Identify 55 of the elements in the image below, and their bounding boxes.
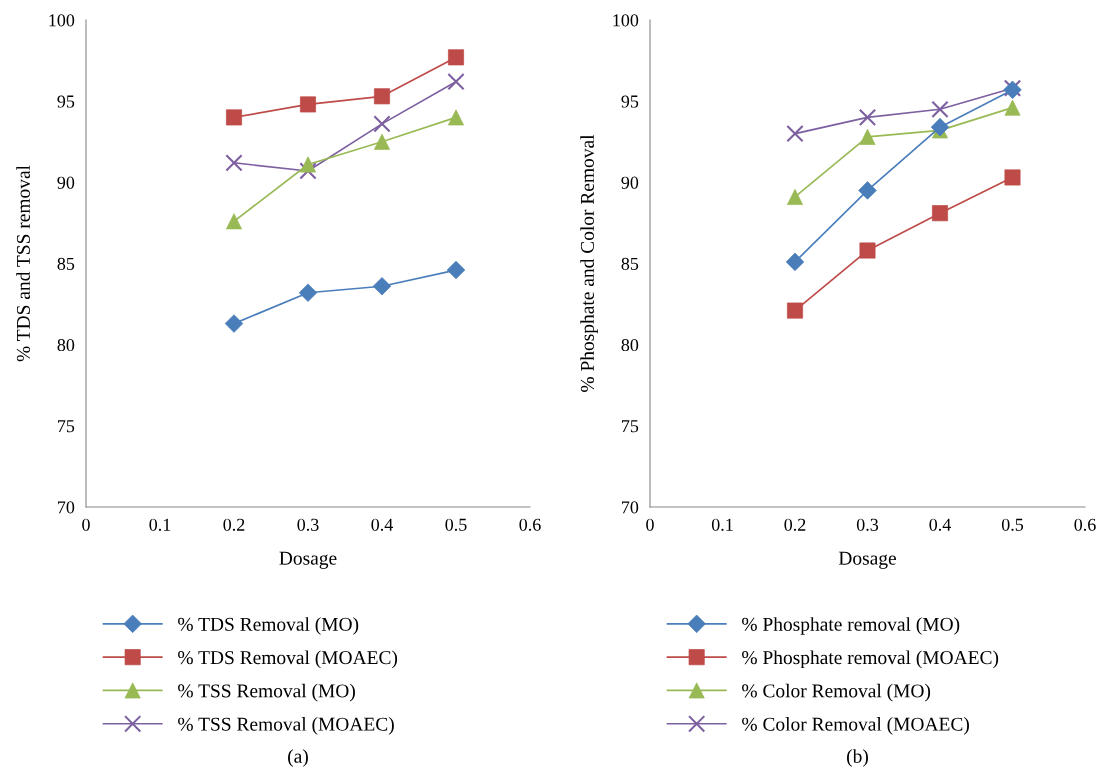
x-tick-label: 0.5	[445, 518, 467, 531]
y-tick-label: 95	[57, 95, 75, 108]
legend-label: % TDS Removal (MOAEC)	[178, 650, 398, 669]
x-tick-label: 0.2	[223, 518, 245, 531]
y-tick-label: 85	[57, 257, 75, 270]
y-tick-label: 85	[621, 257, 639, 270]
legend-label: % Phosphate removal (MO)	[742, 617, 960, 635]
x-tick-label: 0.1	[149, 518, 171, 531]
x-tick-label: 0.1	[711, 518, 733, 531]
text: (b)	[847, 749, 868, 767]
y-tick-label: 90	[621, 176, 639, 189]
point	[225, 154, 243, 172]
x-axis-title: Dosage	[838, 551, 896, 569]
x-tick-label: 0.2	[784, 518, 806, 531]
point	[298, 283, 318, 302]
point	[372, 277, 392, 296]
x-tick-label: 0.6	[1074, 518, 1096, 531]
point	[373, 115, 391, 133]
legend-label: % TSS Removal (MO)	[178, 683, 355, 702]
y-tick-label: 75	[58, 420, 75, 433]
legend-label: % Color Removal (MOAEC)	[742, 717, 969, 735]
point	[786, 124, 804, 143]
y-tick-label: 100	[49, 14, 75, 27]
x-tick-label: 0.4	[371, 518, 393, 531]
point	[859, 128, 876, 145]
y-tick-label: 70	[58, 501, 75, 514]
y-tick-label: 95	[621, 95, 639, 108]
x-axis-title: Dosage	[279, 551, 337, 569]
point	[447, 73, 465, 91]
x-tick-label: 0.3	[856, 518, 879, 531]
y-tick-label: 100	[613, 14, 639, 27]
legend-label: % TSS Removal (MOAEC)	[178, 717, 394, 735]
point	[931, 100, 949, 118]
x-tick-label: 0.5	[1001, 518, 1024, 531]
point	[224, 314, 244, 333]
point	[300, 96, 316, 113]
point	[448, 49, 464, 66]
legend-label: % Phosphate removal (MOAEC)	[742, 650, 999, 669]
y-tick-label: 80	[621, 338, 639, 352]
y-tick-label: 80	[57, 338, 75, 352]
point	[299, 162, 317, 180]
x-tick-label: 0.4	[929, 518, 951, 531]
y-tick-label: 70	[622, 501, 639, 514]
legend-label: % Color Removal (MO)	[742, 683, 931, 702]
y-axis-title: % TDS and TSS removal	[16, 165, 31, 362]
x-tick-label: 0	[82, 518, 90, 531]
y-tick-label: 75	[622, 420, 639, 433]
y-tick-label: 90	[57, 176, 75, 189]
x-tick-label: 0.6	[519, 518, 541, 531]
legend-label: % TDS Removal (MO)	[178, 617, 359, 635]
text: (a)	[288, 749, 308, 767]
x-tick-label: 0	[646, 518, 654, 531]
point	[858, 108, 877, 127]
x-tick-label: 0.3	[297, 518, 319, 531]
y-axis-title: % Phosphate and Color Removal	[580, 134, 598, 392]
